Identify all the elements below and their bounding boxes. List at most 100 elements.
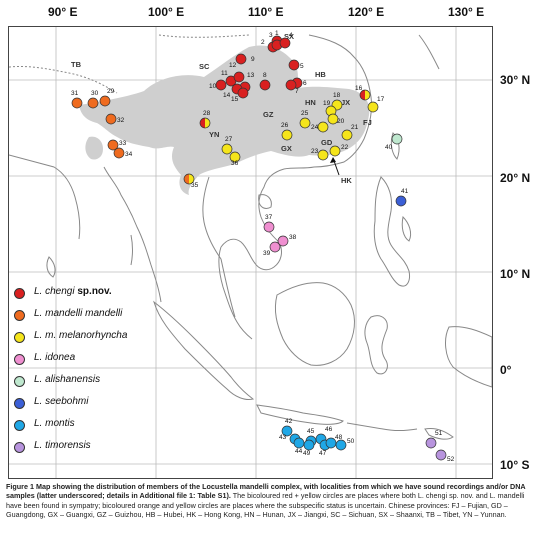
legend-swatch-melanorhyncha [14, 332, 25, 343]
locality-marker: 5 [288, 59, 304, 71]
locality-marker: 15 [231, 87, 249, 103]
locality-marker: 52 [435, 449, 455, 463]
locality-marker: 16 [355, 85, 371, 101]
map-canvas: TB SC SX HB GZ HN JX FJ YN GX GD HK 123 4… [9, 27, 492, 478]
locality-dot [107, 139, 119, 151]
locality-marker: 34 [113, 147, 133, 159]
locality-number: 21 [351, 124, 359, 131]
locality-number: 31 [71, 90, 79, 97]
lat-label-20n: 20° N [500, 171, 531, 185]
locality-number: 24 [311, 124, 319, 131]
locality-dot [259, 79, 271, 91]
locality-number: 11 [221, 70, 228, 77]
locality-number: 8 [263, 72, 267, 79]
locality-marker: 12 [229, 62, 245, 83]
locality-dot [329, 145, 341, 157]
locality-marker: 41 [395, 188, 409, 207]
lon-label-120e: 120° E [348, 5, 385, 19]
locality-marker: 3 [269, 32, 283, 51]
locality-dot-half-right [365, 90, 370, 100]
lat-label-10n: 10° N [500, 267, 531, 281]
locality-dot [288, 59, 300, 71]
locality-number: 14 [223, 92, 231, 99]
legend-entry-melanorhyncha: L. m. melanorhyncha [12, 329, 182, 351]
legend-entry-montis: L. montis [12, 417, 182, 439]
legend-label-melanorhyncha: L. m. melanorhyncha [34, 330, 128, 341]
lat-label-equator: 0° [500, 363, 512, 377]
locality-dot-half-left [200, 118, 205, 128]
locality-dot [229, 151, 241, 163]
locality-marker: 30 [87, 90, 99, 109]
locality-marker: 23 [311, 148, 329, 161]
province-label-fj: FJ [363, 118, 372, 127]
locality-number: 16 [355, 85, 363, 92]
locality-marker: 9 [235, 53, 255, 65]
sites-layer: 123 4567891011121314151617181920212223242… [71, 30, 455, 463]
locality-number: 15 [231, 96, 239, 103]
locality-number: 25 [301, 110, 309, 117]
lat-label-30n: 30° N [500, 73, 531, 87]
locality-marker: 32 [105, 113, 125, 125]
locality-number: 2 [261, 39, 265, 46]
locality-number: 28 [203, 110, 211, 117]
legend-swatch-timorensis [14, 442, 25, 453]
locality-number: 6 [303, 80, 307, 87]
locality-dot [269, 241, 281, 253]
locality-dot [235, 53, 247, 65]
legend-entry-alishanensis: L. alishanensis [12, 373, 182, 395]
locality-dot-half-right [205, 118, 210, 128]
locality-marker: 27 [221, 136, 233, 155]
legend-label-montis: L. montis [34, 418, 75, 429]
province-label-gx: GX [281, 144, 292, 153]
locality-marker: 29 [99, 88, 115, 107]
locality-number: 23 [311, 148, 319, 155]
locality-marker: 17 [367, 96, 385, 113]
locality-marker: 8 [259, 72, 271, 91]
locality-dot [317, 149, 329, 161]
locality-dot [325, 437, 337, 449]
legend-label-idonea: L. idonea [34, 352, 76, 363]
locality-number: 26 [281, 122, 289, 129]
locality-marker: 51 [425, 430, 443, 449]
province-label-hn: HN [305, 98, 316, 107]
figure-caption: Figure 1 Map showing the distribution of… [6, 482, 531, 520]
locality-number: 7 [295, 88, 299, 95]
locality-dot-ring [183, 173, 195, 185]
lon-label-100e: 100° E [148, 5, 185, 19]
province-label-sc: SC [199, 62, 210, 71]
locality-marker: 10 [209, 79, 227, 91]
locality-dot-half-left [360, 90, 365, 100]
locality-dot [425, 437, 437, 449]
locality-dot [341, 129, 353, 141]
locality-number: 45 [307, 428, 315, 435]
legend-entry-seebohmi: L. seebohmi [12, 395, 182, 417]
locality-dot [285, 79, 297, 91]
locality-marker: 4 [279, 32, 293, 49]
locality-marker: 36 [229, 151, 241, 167]
locality-number: 3 [269, 32, 273, 39]
locality-dot [263, 221, 275, 233]
legend-label-alishanensis: L. alishanensis [34, 374, 101, 385]
locality-number: 27 [225, 136, 233, 143]
locality-dot [233, 71, 245, 83]
locality-marker: 7 [285, 79, 299, 95]
locality-dot [335, 439, 347, 451]
lat-label-10s: 10° S [500, 458, 530, 472]
locality-number: 48 [335, 434, 343, 441]
legend-label-seebohmi: L. seebohmi [34, 396, 89, 407]
locality-number: 42 [285, 418, 293, 425]
locality-dot [281, 129, 293, 141]
locality-dot [293, 437, 305, 449]
locality-number: 38 [289, 234, 297, 241]
locality-number: 51 [435, 430, 443, 437]
locality-dot [237, 87, 249, 99]
locality-marker: 22 [329, 144, 349, 157]
locality-dot [299, 117, 311, 129]
locality-dot [281, 425, 293, 437]
province-label-hb: HB [315, 70, 326, 79]
locality-number: 39 [263, 250, 271, 257]
locality-marker: 25 [299, 110, 311, 129]
locality-number: 1 [275, 30, 279, 37]
locality-number: 35 [191, 182, 199, 189]
